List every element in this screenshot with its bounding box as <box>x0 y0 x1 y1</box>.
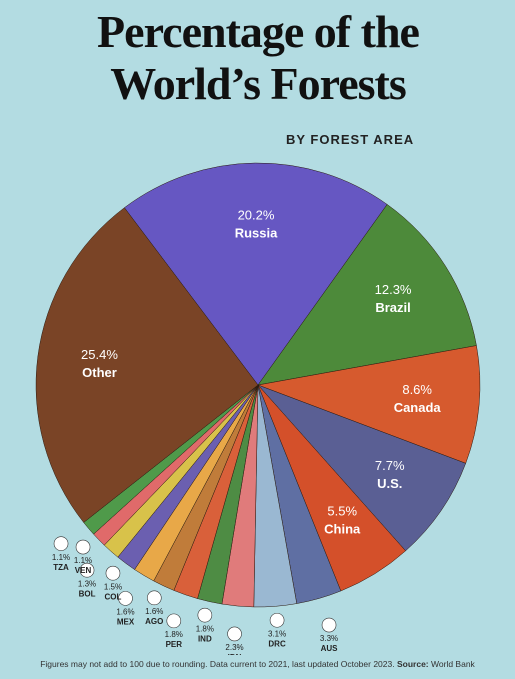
category-label: TZA <box>53 563 69 572</box>
value-label: 1.6% <box>145 607 163 616</box>
value-label: 12.3% <box>375 282 412 297</box>
pie-slice <box>35 207 259 523</box>
value-label: 1.1% <box>52 553 70 562</box>
value-label: 7.7% <box>375 458 405 473</box>
source-label: Source: <box>396 659 429 669</box>
value-label: 3.3% <box>320 634 338 643</box>
value-label: 1.8% <box>196 624 214 633</box>
flag-marker <box>79 562 95 578</box>
value-label: 2.3% <box>225 643 243 652</box>
category-label: BOL <box>79 589 96 598</box>
category-label: IND <box>198 634 212 643</box>
category-label: China <box>324 521 361 536</box>
flag-marker <box>75 539 91 555</box>
chart: 20.2% Russia 12.3% Brazil 8.6% Canada 7.7% U.S.… <box>35 162 481 655</box>
category-label: VEN <box>75 566 92 575</box>
value-label: 3.1% <box>268 629 286 638</box>
flag-marker <box>269 612 285 628</box>
category-label: AUS <box>321 644 339 653</box>
value-label: 25.4% <box>81 347 118 362</box>
value-label: 20.2% <box>238 208 275 223</box>
category-label: AGO <box>145 617 163 626</box>
category-label: Russia <box>235 226 278 241</box>
flag-marker <box>146 590 162 606</box>
category-label: DRC <box>268 639 286 648</box>
chart-title: Percentage of the World’s Forests <box>97 6 420 109</box>
flag-marker <box>118 591 133 606</box>
value-label: 1.5% <box>104 582 122 591</box>
category-label: Brazil <box>375 300 410 315</box>
category-label: MEX <box>117 617 135 626</box>
pie-slice <box>257 204 477 386</box>
value-label: 1.3% <box>78 579 96 588</box>
value-label: 8.6% <box>402 382 432 397</box>
chart-subtitle: BY FOREST AREA <box>286 132 415 147</box>
category-label: IDN <box>228 653 242 655</box>
category-label: Canada <box>394 400 442 415</box>
category-label: U.S. <box>377 476 402 491</box>
category-label: PER <box>166 640 183 649</box>
value-label: 5.5% <box>327 503 357 518</box>
source: World Bank <box>431 659 475 669</box>
flag-marker <box>166 613 182 629</box>
flag-marker <box>227 626 242 642</box>
note: Figures may not add to 100 due to roundi… <box>40 659 395 669</box>
pie-slice <box>257 345 481 464</box>
pie-slice <box>257 384 467 552</box>
footnote: Figures may not add to 100 due to roundi… <box>0 659 515 669</box>
flag-marker <box>321 617 337 633</box>
pie-slice <box>124 162 388 386</box>
value-label: 1.6% <box>116 607 134 616</box>
flag-marker <box>105 565 121 581</box>
category-label: Other <box>82 365 117 380</box>
flag-marker <box>53 536 69 551</box>
category-label: COL <box>105 592 122 601</box>
flag-marker <box>197 607 213 623</box>
value-label: 1.8% <box>165 630 183 639</box>
value-label: 1.1% <box>74 556 92 565</box>
